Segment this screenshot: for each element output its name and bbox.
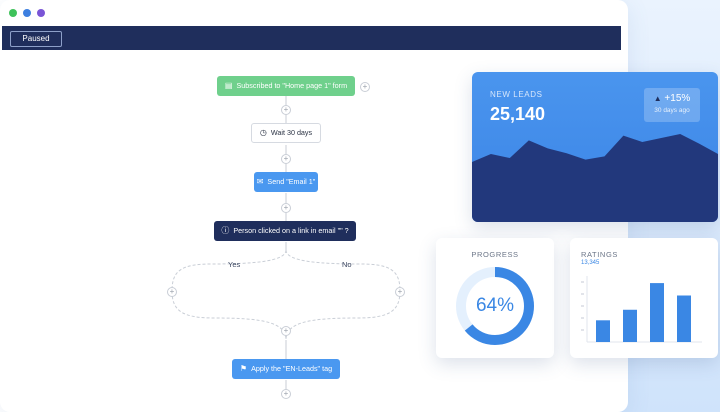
add-step-plus-icon[interactable]: + (281, 326, 291, 336)
form-icon: ▤ (224, 81, 233, 90)
maximize-dot[interactable] (37, 9, 45, 17)
add-step-plus-icon[interactable]: + (360, 82, 370, 92)
add-step-plus-icon[interactable]: + (281, 105, 291, 115)
add-step-plus-icon[interactable]: + (167, 287, 177, 297)
leads-delta-value: +15% (664, 93, 691, 104)
progress-arc (456, 267, 534, 345)
progress-value: 64% (475, 295, 515, 316)
wait-label: Wait 30 days (270, 128, 313, 137)
ratings-bar-chart (581, 276, 702, 343)
close-dot[interactable] (9, 9, 17, 17)
trigger-node[interactable]: ▤ Subscribed to "Home page 1" form (217, 76, 355, 96)
window-controls (9, 9, 45, 17)
new-leads-card: NEW LEADS 25,140 ▲ +15% 30 days ago (472, 72, 718, 222)
ratings-bar (650, 283, 664, 342)
progress-card: PROGRESS 64% (436, 238, 554, 358)
new-leads-value: 25,140 (490, 104, 546, 124)
condition-node[interactable]: ⓘ Person clicked on a link in email "" ? (214, 221, 356, 241)
progress-donut (456, 267, 534, 345)
tag-icon: ⚑ (239, 364, 248, 373)
leads-area-chart (472, 134, 718, 222)
add-step-plus-icon[interactable]: + (281, 154, 291, 164)
ratings-card: RATINGS 13,345 (570, 238, 718, 358)
send-email-node[interactable]: ✉ Send "Email 1" (254, 172, 318, 192)
apply-tag-label: Apply the "EN-Leads" tag (251, 364, 333, 373)
leads-area (472, 134, 718, 222)
workflow-toolbar: Paused (2, 26, 621, 50)
ratings-subtitle: 13,345 (581, 260, 600, 266)
minimize-dot[interactable] (23, 9, 31, 17)
condition-label: Person clicked on a link in email "" ? (233, 226, 349, 235)
leads-delta-period: 30 days ago (654, 107, 690, 114)
add-step-plus-icon[interactable]: + (395, 287, 405, 297)
wait-node[interactable]: ◷ Wait 30 days (251, 123, 321, 143)
envelope-icon: ✉ (256, 177, 264, 186)
branch-yes-label: Yes (228, 260, 241, 269)
clock-icon: ◷ (259, 128, 267, 137)
ratings-bar (677, 295, 691, 342)
question-icon: ⓘ (221, 226, 230, 235)
trigger-label: Subscribed to "Home page 1" form (236, 81, 348, 90)
add-step-plus-icon[interactable]: + (281, 203, 291, 213)
apply-tag-node[interactable]: ⚑ Apply the "EN-Leads" tag (232, 359, 340, 379)
add-step-plus-icon[interactable]: + (281, 389, 291, 399)
new-leads-title: NEW LEADS (490, 90, 543, 99)
leads-delta-badge: ▲ +15% 30 days ago (644, 88, 700, 122)
triangle-up-icon: ▲ (653, 94, 662, 103)
send-email-label: Send "Email 1" (267, 177, 316, 186)
status-paused-button[interactable]: Paused (10, 31, 62, 47)
ratings-bar (596, 320, 610, 342)
progress-title: PROGRESS (471, 250, 519, 259)
branch-no-label: No (342, 260, 352, 269)
ratings-bar (623, 309, 637, 342)
ratings-title: RATINGS (581, 250, 618, 259)
